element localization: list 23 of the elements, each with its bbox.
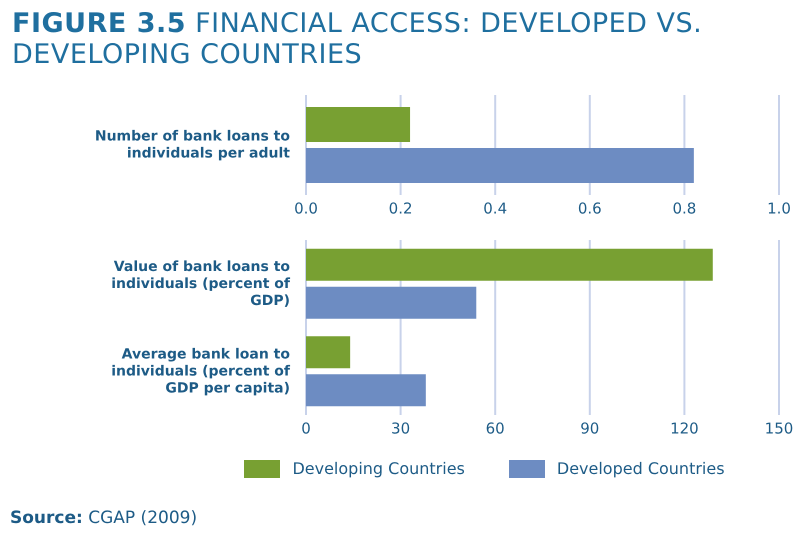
bar bbox=[306, 374, 426, 406]
x-tick-label: 1.0 bbox=[767, 200, 791, 218]
x-tick-label: 60 bbox=[486, 420, 505, 438]
x-tick-label: 120 bbox=[670, 420, 699, 438]
x-tick-label: 0.0 bbox=[294, 200, 318, 218]
x-tick-label: 0.6 bbox=[578, 200, 602, 218]
legend-label: Developed Countries bbox=[556, 459, 725, 478]
x-tick-label: 150 bbox=[764, 420, 794, 438]
legend-label: Developing Countries bbox=[292, 459, 465, 478]
y-tick-label: Value of bank loans to individuals (percent of GDP) bbox=[111, 258, 291, 309]
chart-title: FIGURE 3.5 FINANCIAL ACCESS: DEVELOPED VS. DEVELOPING COUNTRIES bbox=[11, 8, 704, 70]
x-tick-label: 90 bbox=[580, 420, 600, 438]
x-tick-label: 0.8 bbox=[672, 200, 696, 218]
x-tick-label: 0.4 bbox=[483, 200, 508, 218]
x-tick-label: 0 bbox=[301, 420, 311, 438]
bar bbox=[306, 286, 476, 319]
y-tick-label: Number of bank loans to individuals per adult bbox=[94, 128, 290, 162]
bar bbox=[306, 336, 350, 368]
x-tick-label: 30 bbox=[391, 420, 410, 438]
y-tick-label: Average bank loan to individuals (percent of GDP per capita) bbox=[111, 346, 291, 396]
source-note: Source: CGAP (2009) bbox=[9, 508, 198, 528]
bar bbox=[306, 248, 713, 281]
x-tick-label: 0.2 bbox=[388, 200, 413, 218]
